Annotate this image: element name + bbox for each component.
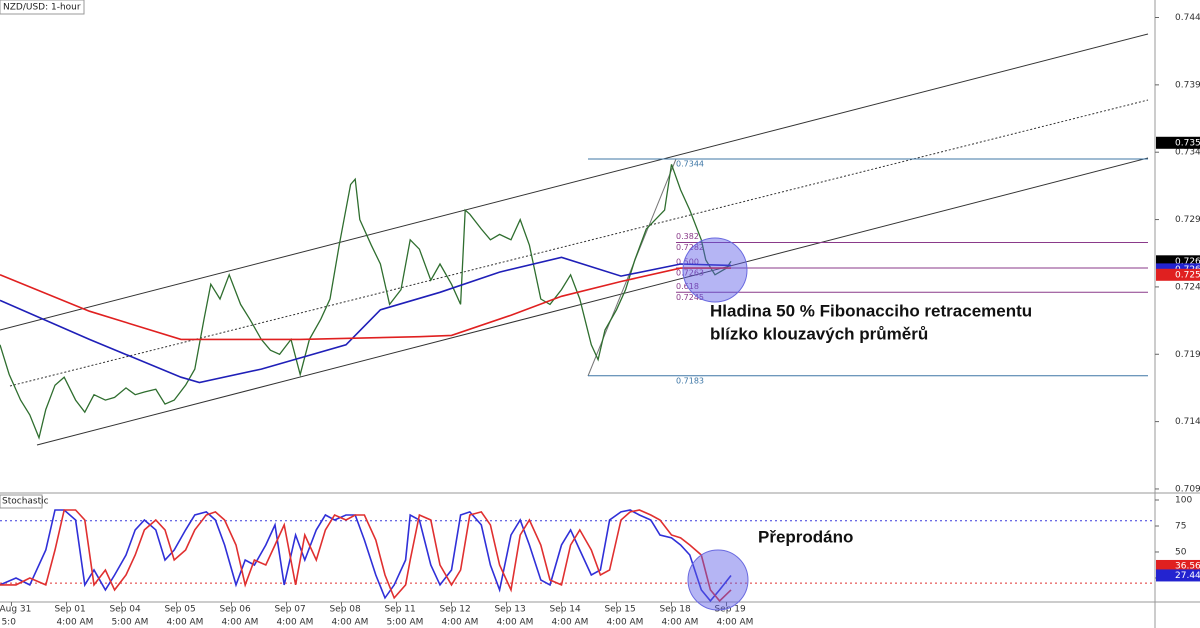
x-time-label: 4:00 AM [276,618,313,628]
fib-ratio: 0.500 [676,258,699,267]
y-tick-label: 0.7149 [1175,417,1200,427]
y-tick-label: 0.7349 [1175,148,1200,158]
x-time-label: 4:00 AM [331,618,368,628]
y-tick-label: 0.7449 [1175,13,1200,23]
x-tick-label: Sep 08 [329,605,361,615]
y-tick-label: 0.7299 [1175,215,1200,225]
y-tick-label: 75 [1175,521,1186,531]
annotation: Přeprodáno [758,527,853,546]
fib-ratio: 0.382 [676,232,699,241]
fib-price: 0.7282 [676,243,704,252]
highlight-circle [682,237,748,303]
fib-price: 0.7263 [676,269,704,278]
x-time-label: 4:00 AM [716,618,753,628]
y-tick-label: 50 [1175,547,1187,557]
y-tick-label: 0.7099 [1175,484,1200,494]
x-time-label: 4:00 AM [166,618,203,628]
price-tag-label: 36.56 [1175,561,1200,571]
title-box [0,494,43,509]
series-line [0,267,731,341]
price-tag [1156,268,1200,281]
x-time-label: 5:0 [1,618,16,628]
x-tick-label: Sep 12 [439,605,470,615]
fib-price: 0.7183 [676,376,704,385]
price-tag-label: 0.7356 [1175,138,1200,148]
price-tag-label: 0.7258 [1175,270,1200,280]
x-tick-label: Sep 07 [274,605,305,615]
channel-lower [36,157,1149,446]
highlight-circle [687,549,749,611]
x-time-label: 4:00 AM [221,618,258,628]
fib-price: 0.7344 [676,159,704,168]
x-time-label: 4:00 AM [661,618,698,628]
y-tick-label: 0.7399 [1175,80,1200,90]
series-line [0,164,732,440]
price-tag-label: 27.44 [1175,571,1200,581]
annotation: Hladina 50 % Fibonacciho retracementu [710,301,1032,320]
x-time-label: 5:00 AM [111,618,148,628]
price-tag [1156,136,1200,149]
fib-price: 0.7245 [676,293,704,302]
x-tick-label: Sep 01 [54,605,85,615]
x-time-label: 4:00 AM [551,618,588,628]
x-tick-label: Sep 14 [549,605,581,615]
series-line [0,509,732,603]
channel-middle [9,99,1149,387]
x-time-label: 4:00 AM [441,618,478,628]
x-tick-label: Sep 05 [164,605,195,615]
y-tick-label: 0.7199 [1175,350,1200,360]
chart-title: NZD/USD: 1-hour [3,3,81,13]
series-line [0,509,732,603]
x-time-label: 4:00 AM [606,618,643,628]
x-tick-label: Sep 19 [714,605,746,615]
x-time-label: 5:00 AM [386,618,423,628]
y-tick-label: 100 [1175,495,1192,505]
x-tick-label: Aug 31 [0,605,31,615]
y-tick-label: 0.7249 [1175,282,1200,292]
x-tick-label: Sep 04 [109,605,141,615]
x-tick-label: Sep 18 [659,605,691,615]
series-line [0,256,732,384]
x-tick-label: Sep 06 [219,605,251,615]
channel-upper [0,33,1149,331]
price-tag [1156,559,1200,572]
x-tick-label: Sep 15 [604,605,635,615]
plot: 0.7449 0.7399 0.7349 0.7299 0.7249 0.7199 0.71… [0,13,1200,628]
x-time-label: 4:00 AM [56,618,93,628]
x-tick-label: Sep 11 [384,605,415,615]
price-tag [1156,569,1200,582]
annotation: blízko klouzavých průměrů [710,324,928,343]
title-box [0,0,85,15]
panel-title: Stochastic [2,497,49,507]
price-tag-label: 0.7268 [1175,257,1200,267]
x-tick-label: Sep 13 [494,605,525,615]
x-time-label: 4:00 AM [496,618,533,628]
